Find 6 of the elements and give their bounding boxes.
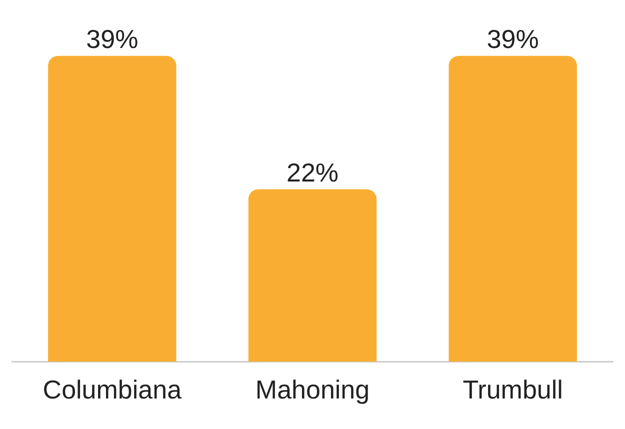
- x-tick-label: Mahoning: [255, 374, 370, 405]
- x-tick-label: Trumbull: [462, 374, 563, 405]
- data-label: 39%: [86, 24, 138, 54]
- x-tick-label: Columbiana: [42, 374, 182, 405]
- data-label: 22%: [286, 157, 339, 188]
- data-label: 39%: [486, 24, 539, 54]
